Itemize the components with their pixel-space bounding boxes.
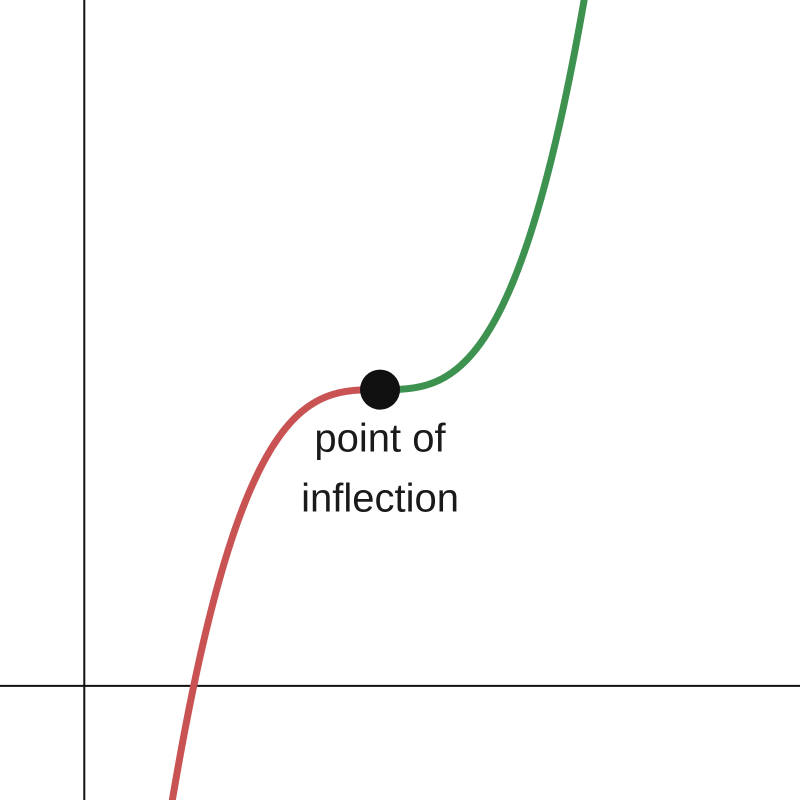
inflection-label-line-2: inflection — [301, 477, 459, 521]
inflection-label-line-1: point of — [314, 417, 446, 461]
curve-concave-down — [168, 386, 384, 800]
inflection-point — [360, 369, 401, 410]
curve-concave-up — [376, 0, 588, 394]
